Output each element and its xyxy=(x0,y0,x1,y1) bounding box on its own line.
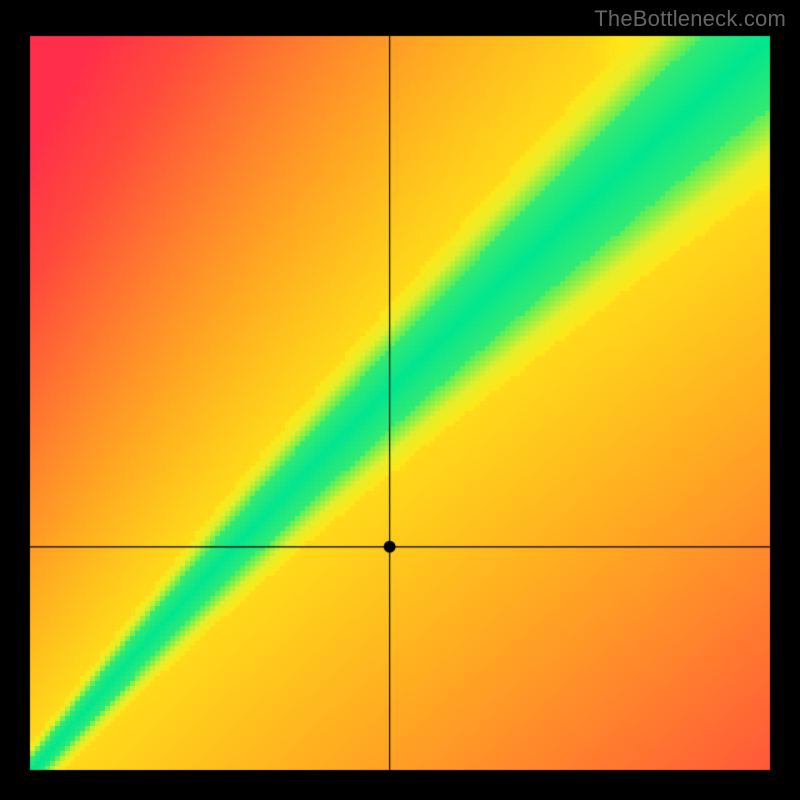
heatmap-canvas xyxy=(0,0,800,800)
bottleneck-heatmap xyxy=(0,0,800,800)
watermark-text: TheBottleneck.com xyxy=(594,6,786,32)
